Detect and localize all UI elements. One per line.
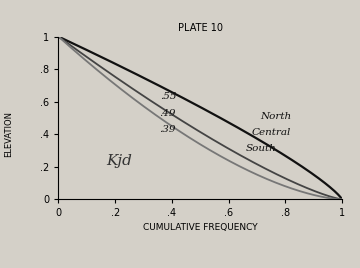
Text: .55: .55 <box>161 92 177 101</box>
Text: South: South <box>246 144 276 153</box>
Text: North: North <box>260 112 291 121</box>
X-axis label: CUMULATIVE FREQUENCY: CUMULATIVE FREQUENCY <box>143 222 257 232</box>
Text: .39: .39 <box>159 125 176 134</box>
Text: Kjd: Kjd <box>107 154 132 168</box>
Text: CUMULATIVE
ELEVATION: CUMULATIVE ELEVATION <box>0 107 13 161</box>
Text: Central: Central <box>251 128 291 137</box>
Text: .49: .49 <box>159 109 176 118</box>
Title: PLATE 10: PLATE 10 <box>178 23 223 33</box>
